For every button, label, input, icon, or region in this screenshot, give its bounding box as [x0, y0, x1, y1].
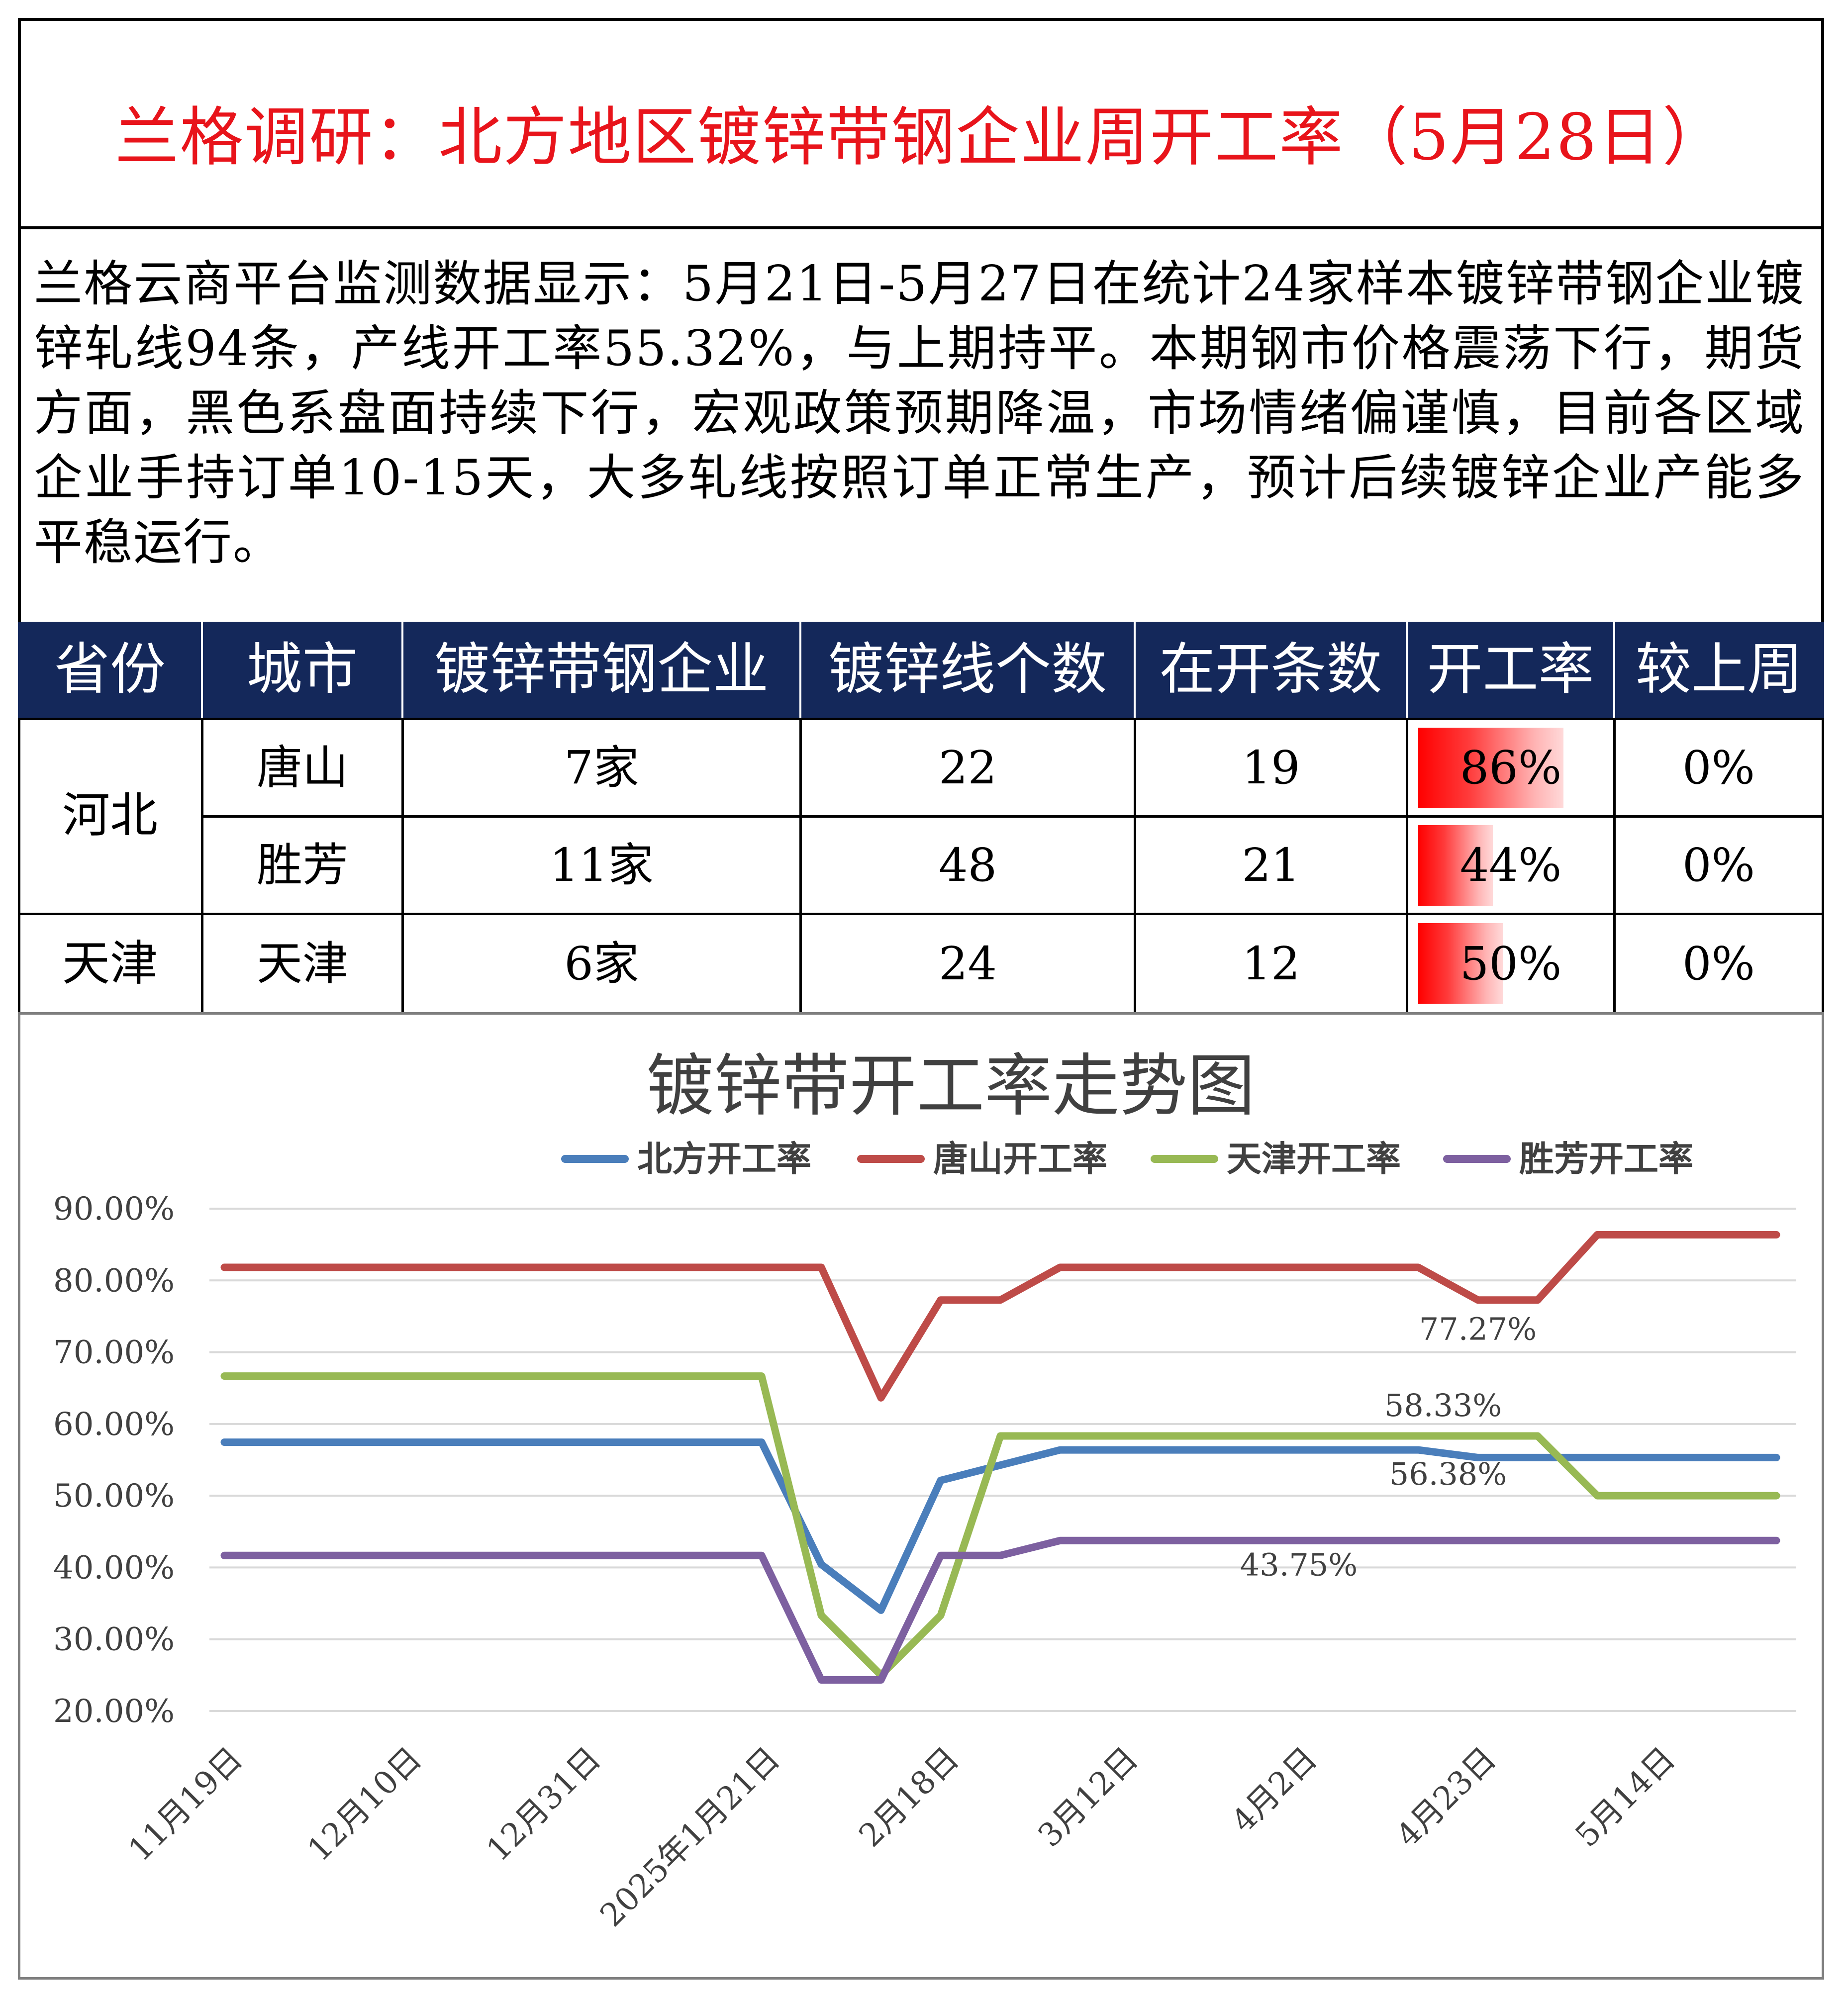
header-divider [401, 622, 403, 718]
trend-chart: 镀锌带开工率走势图 北方开工率 唐山开工率 天津开工率 胜芳开工率 20.00% 30.… [53, 1047, 1796, 1934]
city-cell: 胜芳 [256, 839, 348, 892]
x-tick-label: 4月23日 [1389, 1740, 1503, 1854]
x-tick-label: 11月19日 [121, 1740, 250, 1869]
series-line [220, 1438, 1780, 1614]
table-rule [799, 718, 802, 1012]
companies-cell: 6家 [564, 937, 639, 990]
companies-cell: 11家 [549, 839, 654, 892]
rate-cell: 86% [1459, 741, 1562, 794]
y-axis-ticks: 20.00% 30.00% 40.00% 50.00% 60.00% 70.00% 80.0… [53, 1191, 175, 1730]
table-rule [18, 718, 1824, 720]
series-line [220, 1372, 1780, 1679]
y-tick-label: 60.00% [53, 1406, 175, 1443]
lines-cell: 22 [938, 741, 997, 794]
province-cell: 天津 [62, 936, 158, 991]
chart-annotations: 77.27% 58.33% 56.38% 43.75% [1240, 1311, 1537, 1583]
trend-chart-panel: 镀锌带开工率走势图 北方开工率 唐山开工率 天津开工率 胜芳开工率 20.00% 30.… [18, 1012, 1824, 1980]
legend-label: 胜芳开工率 [1519, 1139, 1693, 1179]
table-rule [18, 913, 1824, 915]
x-tick-label: 2月18日 [852, 1740, 966, 1854]
table-rule [201, 718, 203, 1012]
companies-cell: 7家 [564, 741, 639, 794]
legend-label: 唐山开工率 [933, 1139, 1107, 1179]
header-city: 城市 [246, 637, 358, 702]
title-panel: 兰格调研：北方地区镀锌带钢企业周开工率（5月28日） [18, 18, 1824, 229]
data-label: 77.27% [1419, 1311, 1537, 1347]
y-tick-label: 90.00% [53, 1191, 175, 1228]
summary-panel: 兰格云商平台监测数据显示：5月21日-5月27日在统计24家样本镀锌带钢企业镀锌… [18, 228, 1824, 625]
table-rule [401, 718, 404, 1012]
x-tick-label: 12月10日 [300, 1740, 429, 1869]
page-title: 兰格调研：北方地区镀锌带钢企业周开工率（5月28日） [115, 100, 1727, 175]
header-change: 较上周 [1636, 637, 1803, 702]
running-cell: 21 [1242, 839, 1300, 892]
y-tick-label: 20.00% [53, 1693, 175, 1730]
table-rule [202, 815, 1824, 818]
legend-label: 天津开工率 [1227, 1139, 1401, 1179]
table-rule [1613, 718, 1616, 1012]
header-divider [201, 622, 203, 718]
header-lines: 镀锌线个数 [828, 637, 1107, 702]
series-line [220, 1231, 1780, 1402]
change-cell: 0% [1682, 937, 1755, 990]
rate-data-bar [1418, 728, 1563, 808]
rate-data-bar [1418, 923, 1503, 1004]
table-header-row: 省份 城市 镀锌带钢企业 镀锌线个数 在开条数 开工率 较上周 [18, 622, 1824, 718]
change-cell: 0% [1682, 839, 1755, 892]
x-tick-label: 2025年1月21日 [593, 1740, 787, 1934]
x-tick-label: 4月2日 [1225, 1740, 1324, 1840]
operating-rate-table: 省份 城市 镀锌带钢企业 镀锌线个数 在开条数 开工率 较上周 河北 天津 [18, 622, 1824, 1012]
rate-cell: 44% [1459, 839, 1562, 892]
legend-label: 北方开工率 [637, 1139, 811, 1179]
table-rule [18, 718, 20, 1012]
table-rule [1134, 718, 1136, 1012]
x-tick-label: 5月14日 [1568, 1740, 1682, 1854]
running-cell: 19 [1242, 741, 1300, 794]
header-divider [1406, 622, 1408, 718]
data-label: 43.75% [1240, 1546, 1358, 1583]
lines-cell: 48 [938, 839, 997, 892]
header-divider [799, 622, 801, 718]
data-label: 56.38% [1389, 1456, 1507, 1492]
y-tick-label: 50.00% [53, 1478, 175, 1515]
rate-cell: 50% [1459, 937, 1562, 990]
x-tick-label: 12月31日 [480, 1740, 608, 1869]
header-divider [1613, 622, 1615, 718]
y-tick-label: 80.00% [53, 1262, 175, 1299]
chart-title: 镀锌带开工率走势图 [646, 1047, 1255, 1126]
table-rule [1406, 718, 1408, 1012]
data-label: 58.33% [1384, 1387, 1502, 1424]
change-cell: 0% [1682, 741, 1755, 794]
table-rule [1822, 718, 1824, 1012]
city-cell: 天津 [256, 937, 348, 990]
running-cell: 12 [1242, 937, 1300, 990]
header-running: 在开条数 [1159, 637, 1382, 702]
x-tick-label: 3月12日 [1031, 1740, 1145, 1854]
province-cell: 河北 [62, 787, 158, 843]
header-divider [1134, 622, 1136, 718]
y-tick-label: 70.00% [53, 1334, 175, 1371]
series-line [220, 1536, 1780, 1684]
header-province: 省份 [54, 637, 166, 702]
city-cell: 唐山 [256, 741, 348, 794]
y-tick-label: 30.00% [53, 1621, 175, 1658]
chart-legend: 北方开工率 唐山开工率 天津开工率 胜芳开工率 [561, 1139, 1693, 1179]
y-tick-label: 40.00% [53, 1549, 175, 1586]
summary-paragraph: 兰格云商平台监测数据显示：5月21日-5月27日在统计24家样本镀锌带钢企业镀锌… [34, 256, 1805, 571]
chart-gridlines [209, 1208, 1796, 1712]
header-companies: 镀锌带钢企业 [434, 637, 769, 702]
rate-data-bar [1418, 825, 1493, 906]
header-rate: 开工率 [1427, 637, 1594, 702]
chart-series-lines [220, 1231, 1780, 1684]
lines-cell: 24 [938, 937, 997, 990]
